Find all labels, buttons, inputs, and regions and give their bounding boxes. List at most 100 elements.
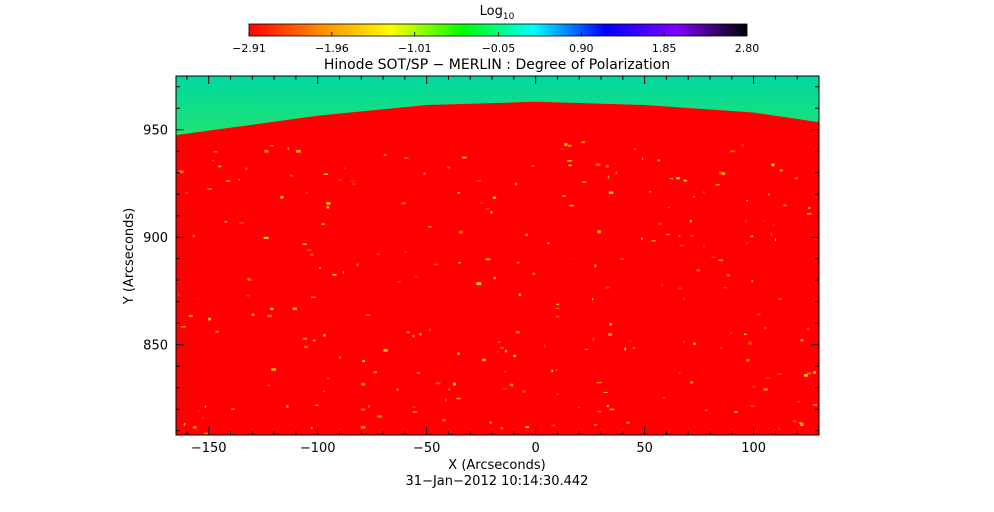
speckle xyxy=(779,169,783,172)
x-axis-label: X (Arcseconds) xyxy=(448,458,545,473)
speckle xyxy=(693,196,695,198)
speckle xyxy=(396,388,399,391)
speckle xyxy=(743,333,747,336)
speckle xyxy=(350,180,355,182)
speckle xyxy=(485,258,491,261)
speckle xyxy=(746,242,748,245)
speckle xyxy=(649,191,652,193)
speckle xyxy=(667,206,670,209)
speckle xyxy=(703,191,705,193)
speckle xyxy=(547,242,550,245)
speckle xyxy=(361,382,366,386)
speckle xyxy=(406,331,410,334)
speckle xyxy=(264,149,269,153)
speckle xyxy=(226,180,231,182)
y-tick-label: 850 xyxy=(143,339,168,354)
speckle xyxy=(213,151,218,153)
colorbar-tick-label: −1.96 xyxy=(315,42,349,55)
colorbar-tick-label: 1.85 xyxy=(652,42,677,55)
speckle xyxy=(289,174,294,177)
speckle xyxy=(218,165,222,168)
speckle xyxy=(457,352,460,355)
speckle xyxy=(683,341,685,344)
speckle xyxy=(492,196,497,199)
speckle xyxy=(307,249,312,252)
speckle xyxy=(608,333,613,336)
speckle xyxy=(584,348,589,351)
speckle xyxy=(461,156,467,159)
speckle xyxy=(661,284,664,287)
speckle xyxy=(683,297,685,301)
speckle xyxy=(215,330,220,333)
speckle xyxy=(715,184,720,186)
speckle xyxy=(721,172,726,175)
speckle xyxy=(763,220,766,222)
speckle xyxy=(783,204,787,207)
speckle xyxy=(696,269,700,272)
speckle xyxy=(504,349,508,353)
speckle xyxy=(367,404,370,408)
speckle xyxy=(458,230,463,234)
speckle xyxy=(295,149,301,153)
speckle xyxy=(718,171,722,175)
speckle xyxy=(401,202,407,205)
speckle xyxy=(224,221,228,223)
speckle xyxy=(247,279,252,281)
speckle xyxy=(343,167,346,169)
speckle xyxy=(678,287,682,290)
speckle xyxy=(202,417,204,419)
speckle xyxy=(690,381,694,384)
speckle xyxy=(597,410,602,413)
speckle xyxy=(302,337,308,340)
colorbar-tick-label: 2.80 xyxy=(735,42,760,55)
speckle xyxy=(183,423,186,426)
speckle xyxy=(569,204,574,207)
speckle xyxy=(416,371,421,374)
plot-area xyxy=(176,76,819,435)
speckle xyxy=(212,159,214,162)
speckle xyxy=(266,314,272,318)
speckle xyxy=(516,261,520,264)
speckle xyxy=(693,342,696,345)
speckle xyxy=(518,293,522,296)
speckle xyxy=(813,371,817,374)
speckle xyxy=(267,384,270,386)
speckle xyxy=(581,181,587,183)
speckle xyxy=(365,314,371,316)
speckle xyxy=(797,400,800,403)
speckle xyxy=(292,307,297,311)
speckle xyxy=(597,230,601,234)
speckle xyxy=(568,164,572,167)
speckle xyxy=(689,219,692,223)
speckle xyxy=(513,354,517,358)
speckle xyxy=(270,145,274,147)
colorbar-tick-label: 0.90 xyxy=(569,42,594,55)
speckle xyxy=(435,382,441,385)
speckle xyxy=(676,176,681,180)
speckle xyxy=(605,286,610,289)
speckle xyxy=(263,236,269,239)
colorbar-bar xyxy=(248,23,748,37)
speckle xyxy=(204,405,207,408)
speckle xyxy=(592,337,595,341)
speckle xyxy=(794,177,799,180)
speckle xyxy=(607,175,610,179)
speckle xyxy=(337,179,342,181)
speckle xyxy=(198,410,200,412)
speckle xyxy=(476,282,482,286)
speckle xyxy=(741,144,744,147)
speckle xyxy=(207,187,212,190)
speckle xyxy=(196,297,199,300)
speckle xyxy=(314,404,319,406)
speckle xyxy=(658,222,663,225)
speckle xyxy=(763,388,768,391)
speckle xyxy=(442,418,446,422)
speckle xyxy=(774,238,777,241)
speckle xyxy=(792,420,797,423)
speckle xyxy=(490,211,493,214)
timestamp: 31−Jan−2012 10:14:30.442 xyxy=(406,474,589,489)
speckle xyxy=(772,224,775,227)
speckle xyxy=(662,396,666,399)
speckle xyxy=(433,263,439,266)
speckle xyxy=(482,358,486,362)
